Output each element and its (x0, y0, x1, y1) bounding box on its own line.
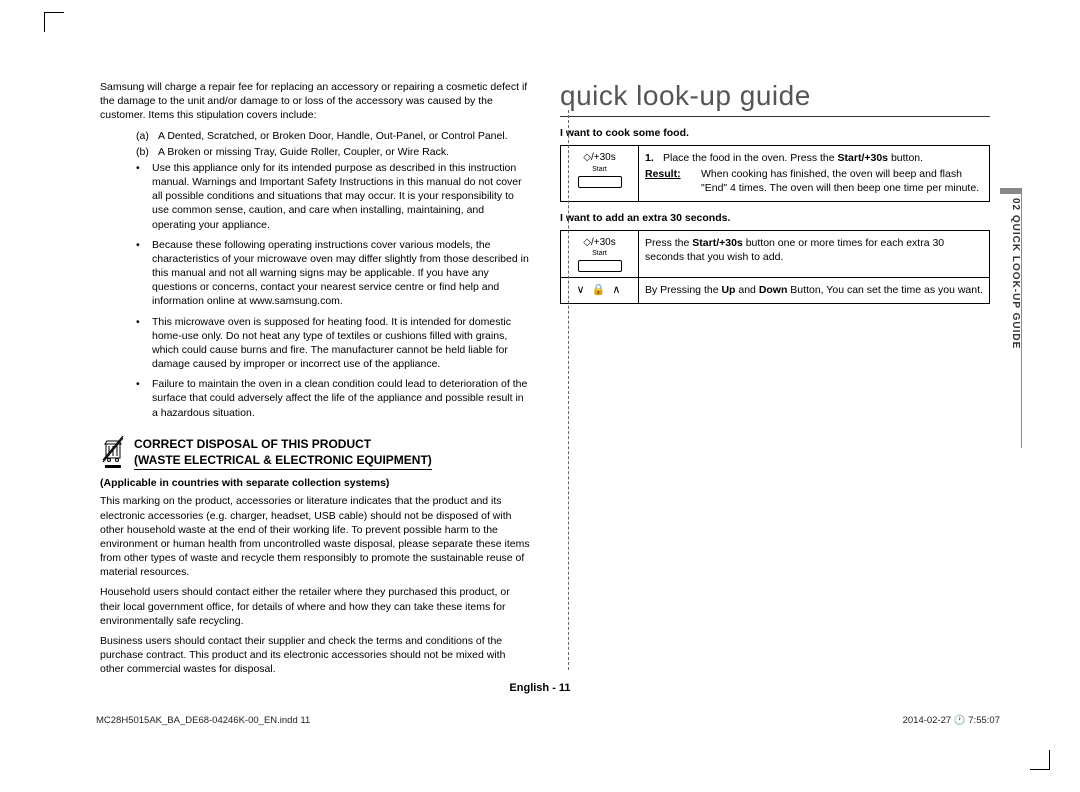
bullet-text: Failure to maintain the oven in a clean … (152, 377, 530, 420)
q2-text-cell-2: By Pressing the Up and Down Button, You … (639, 278, 990, 304)
bullet-item: •Use this appliance only for its intende… (136, 161, 530, 232)
bullet-item: •Because these following operating instr… (136, 238, 530, 309)
disposal-title-2: (WASTE ELECTRICAL & ELECTRONIC EQUIPMENT… (134, 452, 432, 470)
start-button-icon: ◇/+30s Start (578, 151, 622, 188)
step-text: Place the food in the oven. Press the St… (663, 151, 923, 165)
q1-text-cell: 1. Place the food in the oven. Press the… (639, 146, 990, 202)
disposal-titles: CORRECT DISPOSAL OF THIS PRODUCT (WASTE … (134, 436, 432, 470)
right-column: quick look-up guide I want to cook some … (560, 80, 990, 682)
lettered-text: A Dented, Scratched, or Broken Door, Han… (158, 129, 508, 143)
icon-sub: Start (578, 165, 622, 174)
up-down-icon: ∨ 🔒 ∧ (577, 284, 623, 296)
crop-mark-tl (44, 12, 64, 32)
q2-heading: I want to add an extra 30 seconds. (560, 212, 990, 224)
icon-label: +30s (594, 152, 616, 163)
lettered-text: A Broken or missing Tray, Guide Roller, … (158, 145, 449, 159)
q2-icon-cell-2: ∨ 🔒 ∧ (561, 278, 639, 304)
column-divider (568, 110, 569, 670)
intro-text: Samsung will charge a repair fee for rep… (100, 80, 530, 123)
bullet-icon: • (136, 161, 152, 232)
footer-filename: MC28H5015AK_BA_DE68-04246K-00_EN.indd 11 (96, 715, 310, 726)
result-text: When cooking has finished, the oven will… (701, 167, 983, 195)
q1-icon-cell: ◇/+30s Start (561, 146, 639, 202)
bullet-item: •This microwave oven is supposed for hea… (136, 315, 530, 372)
left-column: Samsung will charge a repair fee for rep… (100, 80, 530, 682)
lettered-label: (a) (136, 129, 158, 143)
q1-table: ◇/+30s Start 1. Place the food in the ov… (560, 145, 990, 202)
footer-page-number: English - 11 (40, 682, 1040, 694)
result-label: Result: (645, 167, 701, 195)
q2-text-cell-1: Press the Start/+30s button one or more … (639, 230, 990, 278)
icon-label: +30s (594, 237, 616, 248)
lettered-label: (b) (136, 145, 158, 159)
disposal-p1: This marking on the product, accessories… (100, 494, 530, 579)
section-title: quick look-up guide (560, 80, 990, 117)
q2-icon-cell-1: ◇/+30s Start (561, 230, 639, 278)
bullet-icon: • (136, 377, 152, 420)
footer-timestamp: 2014-02-27 🕐 7:55:07 (903, 715, 1000, 726)
start-button-icon: ◇/+30s Start (578, 236, 622, 273)
lettered-item: (b) A Broken or missing Tray, Guide Roll… (136, 145, 530, 159)
content-columns: Samsung will charge a repair fee for rep… (40, 30, 1040, 682)
bullet-text: This microwave oven is supposed for heat… (152, 315, 530, 372)
disposal-heading: CORRECT DISPOSAL OF THIS PRODUCT (WASTE … (100, 436, 530, 470)
bullet-icon: • (136, 315, 152, 372)
footer-bar: MC28H5015AK_BA_DE68-04246K-00_EN.indd 11… (96, 715, 1000, 726)
bullet-icon: • (136, 238, 152, 309)
bullet-item: •Failure to maintain the oven in a clean… (136, 377, 530, 420)
bullet-text: Use this appliance only for its intended… (152, 161, 530, 232)
icon-sub: Start (578, 249, 622, 258)
q2-table: ◇/+30s Start Press the Start/+30s button… (560, 230, 990, 305)
disposal-title-1: CORRECT DISPOSAL OF THIS PRODUCT (134, 436, 432, 452)
lettered-list: (a) A Dented, Scratched, or Broken Door,… (100, 129, 530, 159)
bullet-list: •Use this appliance only for its intende… (100, 161, 530, 420)
step-number: 1. (645, 151, 663, 165)
side-tab-text: 02 QUICK LOOK-UP GUIDE (1010, 198, 1021, 349)
bullet-text: Because these following operating instru… (152, 238, 530, 309)
disposal-p3: Business users should contact their supp… (100, 634, 530, 677)
lettered-item: (a) A Dented, Scratched, or Broken Door,… (136, 129, 530, 143)
q1-heading: I want to cook some food. (560, 127, 990, 139)
disposal-sub: (Applicable in countries with separate c… (100, 476, 530, 490)
page: Samsung will charge a repair fee for rep… (40, 30, 1040, 750)
side-tab: 02 QUICK LOOK-UP GUIDE (1000, 188, 1022, 448)
weee-bin-icon (100, 436, 126, 470)
disposal-p2: Household users should contact either th… (100, 585, 530, 628)
crop-mark-br (1030, 750, 1050, 770)
